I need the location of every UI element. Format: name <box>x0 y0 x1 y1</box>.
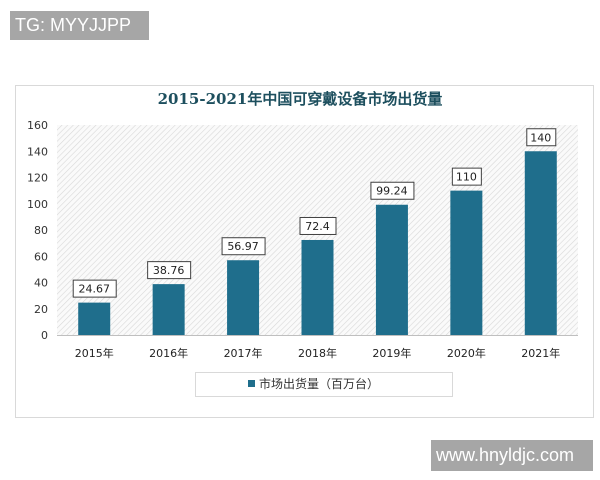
data-label-box <box>299 216 337 235</box>
y-tick-label: 80 <box>34 224 48 237</box>
watermark-bottom: www.hnyldjc.com <box>431 440 593 471</box>
data-label: 110 <box>456 171 477 184</box>
watermark-top: TG: MYYJJPP <box>10 11 149 40</box>
x-tick-label: 2021年 <box>521 346 560 360</box>
chart-title: 2015-2021年中国可穿戴设备市场出货量 <box>158 90 443 108</box>
bar <box>227 260 260 335</box>
data-label-box <box>526 128 557 147</box>
bar <box>301 239 334 335</box>
data-label-box <box>147 261 192 280</box>
legend-label: 市场出货量（百万台） <box>259 376 379 391</box>
x-tick-label: 2015年 <box>75 346 114 360</box>
x-tick-label: 2020年 <box>447 346 486 360</box>
bar <box>375 204 408 335</box>
data-label: 140 <box>530 131 551 144</box>
y-tick-label: 120 <box>27 172 48 185</box>
x-tick-label: 2018年 <box>298 346 337 360</box>
y-tick-label: 140 <box>27 145 48 158</box>
x-tick-label: 2019年 <box>372 346 411 360</box>
bar <box>524 151 557 335</box>
legend-swatch <box>248 380 255 387</box>
data-label-box <box>451 167 482 186</box>
data-label: 38.76 <box>153 264 185 277</box>
data-label: 24.67 <box>78 283 110 296</box>
data-label: 99.24 <box>376 185 408 198</box>
y-tick-label: 100 <box>27 198 48 211</box>
y-tick-label: 160 <box>27 119 48 132</box>
x-tick-label: 2017年 <box>224 346 263 360</box>
bar <box>78 302 111 335</box>
data-label: 56.97 <box>227 240 259 253</box>
y-tick-label: 0 <box>41 329 48 342</box>
y-tick-label: 40 <box>34 277 48 290</box>
bar <box>152 284 185 335</box>
data-label-box <box>370 181 415 200</box>
data-label-box <box>221 237 266 256</box>
bar <box>450 190 483 335</box>
x-tick-label: 2016年 <box>149 346 188 360</box>
legend <box>195 372 453 397</box>
data-label: 72.4 <box>305 220 330 233</box>
data-label-box <box>72 279 117 298</box>
y-tick-label: 20 <box>34 303 48 316</box>
y-tick-label: 60 <box>34 250 48 263</box>
